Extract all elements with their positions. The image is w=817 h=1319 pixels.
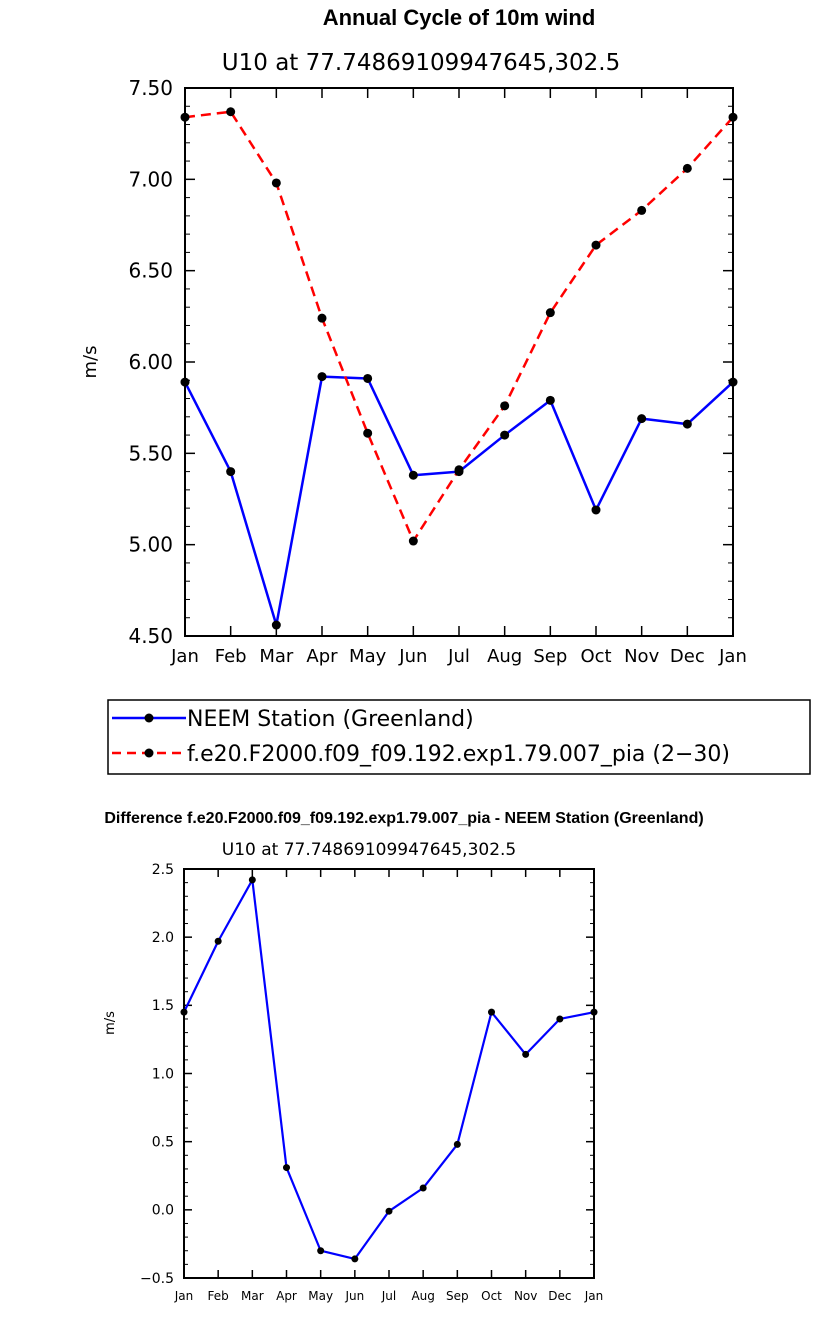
data-point-series-0	[590, 1008, 598, 1016]
annual-cycle-chart: Annual Cycle of 10m wind U10 at 77.74869…	[80, 5, 747, 667]
data-point-series-0	[363, 373, 373, 383]
x-tick-label: Jun	[344, 1289, 364, 1303]
x-tick-label: Jun	[398, 646, 427, 667]
data-point-series-0	[728, 377, 738, 387]
data-point-series-0	[419, 1184, 427, 1192]
chart-subtitle: U10 at 77.74869109947645,302.5	[222, 840, 517, 860]
data-point-series-0	[248, 876, 256, 884]
x-tick-label: Sep	[533, 646, 567, 667]
data-point-series-1	[408, 536, 418, 546]
data-point-series-0	[408, 470, 418, 480]
x-tick-label: Jan	[170, 646, 199, 667]
x-tick-label: Oct	[580, 646, 611, 667]
data-point-series-1	[500, 401, 510, 411]
data-point-series-1	[180, 112, 190, 122]
data-point-series-1	[317, 313, 327, 323]
y-tick-label: 4.50	[128, 624, 173, 648]
data-point-series-0	[317, 372, 327, 382]
x-tick-label: Jul	[447, 646, 470, 667]
series-line-0	[183, 878, 595, 1261]
x-tick-label: Mar	[241, 1289, 264, 1303]
y-tick-label: 0.5	[152, 1135, 174, 1151]
x-tick-label: Jul	[381, 1289, 396, 1303]
data-point-series-0	[591, 505, 601, 515]
chart-title: Annual Cycle of 10m wind	[323, 5, 596, 30]
data-point-series-0	[682, 419, 692, 429]
data-point-series-1	[271, 178, 281, 188]
legend-marker-model	[144, 748, 154, 758]
data-point-series-0	[214, 937, 222, 945]
x-tick-label: Jan	[718, 646, 747, 667]
x-tick-label: Dec	[670, 646, 705, 667]
data-point-series-0	[522, 1050, 530, 1058]
data-point-series-1	[682, 163, 692, 173]
x-tick-label: Nov	[624, 646, 659, 667]
data-point-series-0	[556, 1015, 564, 1023]
data-point-series-0	[385, 1207, 393, 1215]
x-tick-label: Apr	[306, 646, 338, 667]
legend-marker-neem	[144, 713, 154, 723]
y-tick-label: 2.0	[152, 930, 174, 946]
x-tick-label: Jan	[584, 1289, 604, 1303]
data-point-series-1	[545, 308, 555, 318]
data-point-series-0	[637, 414, 647, 424]
y-axis-label: m/s	[103, 1011, 118, 1035]
y-axis-label: m/s	[80, 346, 101, 379]
x-tick-label: Apr	[276, 1289, 297, 1303]
y-tick-label: 2.5	[152, 862, 174, 878]
legend: NEEM Station (Greenland) f.e20.F2000.f09…	[107, 699, 811, 775]
x-tick-label: Dec	[548, 1289, 571, 1303]
data-point-series-0	[317, 1247, 325, 1255]
data-point-series-0	[271, 620, 281, 630]
y-tick-label: 6.00	[128, 350, 173, 374]
plot-frame	[183, 868, 595, 1279]
data-point-series-1	[591, 240, 601, 250]
data-point-series-1	[637, 205, 647, 215]
data-point-series-0	[488, 1008, 495, 1016]
y-tick-label: 5.00	[128, 533, 173, 557]
legend-label-neem: NEEM Station (Greenland)	[187, 707, 474, 732]
data-point-series-1	[728, 112, 738, 122]
y-tick-label: 1.5	[152, 998, 174, 1014]
data-point-series-0	[453, 1140, 461, 1148]
data-point-series-0	[180, 1008, 188, 1016]
data-point-series-1	[226, 107, 236, 117]
legend-entry-model: f.e20.F2000.f09_f09.192.exp1.79.007_pia …	[112, 742, 730, 767]
y-tick-label: 5.50	[128, 441, 173, 465]
difference-chart: Difference f.e20.F2000.f09_f09.192.exp1.…	[103, 810, 704, 1303]
y-tick-label: 7.00	[128, 167, 173, 191]
y-tick-label: 1.0	[152, 1066, 174, 1082]
chart-title: Difference f.e20.F2000.f09_f09.192.exp1.…	[104, 810, 703, 827]
y-tick-label: 0.0	[152, 1203, 174, 1219]
x-tick-label: Feb	[215, 646, 247, 667]
x-tick-label: Aug	[487, 646, 522, 667]
y-tick-label: −0.5	[140, 1271, 174, 1287]
legend-box	[107, 699, 811, 775]
x-tick-label: Nov	[514, 1289, 537, 1303]
series-line-0	[183, 375, 734, 627]
legend-label-model: f.e20.F2000.f09_f09.192.exp1.79.007_pia …	[187, 742, 730, 767]
x-tick-label: May	[349, 646, 387, 667]
data-point-series-0	[226, 467, 236, 477]
x-tick-label: Jan	[174, 1289, 194, 1303]
data-point-series-0	[180, 377, 190, 387]
data-point-series-1	[363, 428, 373, 438]
x-tick-label: Sep	[446, 1289, 469, 1303]
data-point-series-0	[351, 1255, 359, 1263]
x-tick-label: May	[308, 1289, 333, 1303]
chart-subtitle: U10 at 77.74869109947645,302.5	[222, 50, 620, 76]
series-line-1	[184, 110, 734, 543]
x-tick-label: Feb	[208, 1289, 229, 1303]
x-tick-label: Mar	[259, 646, 294, 667]
legend-entry-neem: NEEM Station (Greenland)	[112, 707, 474, 732]
data-point-series-0	[545, 395, 555, 405]
data-point-series-1	[454, 465, 464, 475]
data-point-series-0	[283, 1164, 290, 1172]
x-tick-label: Aug	[411, 1289, 434, 1303]
data-point-series-0	[500, 430, 510, 440]
y-tick-label: 7.50	[128, 76, 173, 100]
x-tick-label: Oct	[481, 1289, 502, 1303]
y-tick-label: 6.50	[128, 259, 173, 283]
